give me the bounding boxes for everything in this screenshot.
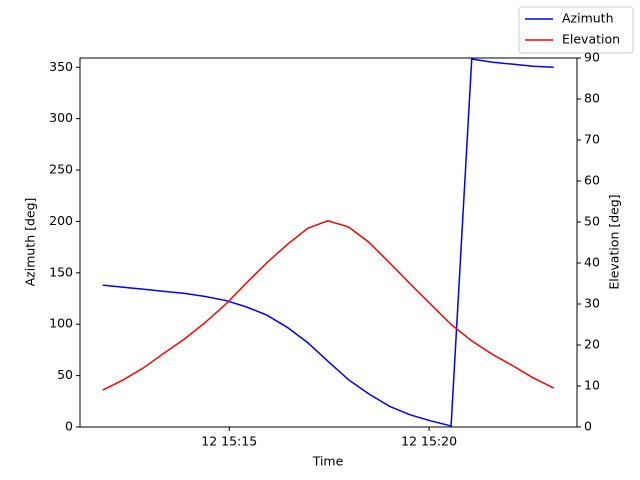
y-tick-label: 300 (49, 110, 73, 125)
y-tick-label: 350 (49, 59, 73, 74)
legend-label: Azimuth (562, 11, 614, 26)
y2-tick-label: 90 (584, 50, 600, 65)
x-tick-label: 12 15:15 (201, 434, 257, 449)
x-axis-label: Time (312, 454, 344, 469)
y-tick-label: 0 (65, 419, 73, 434)
y2-tick-label: 20 (584, 337, 600, 352)
y-tick-label: 150 (49, 264, 73, 279)
y-tick-label: 250 (49, 162, 73, 177)
data-line (102, 219, 555, 391)
y2-tick-label: 40 (584, 255, 600, 270)
y2-tick-label: 10 (584, 378, 600, 393)
y-tick-label: 50 (57, 367, 73, 382)
y-tick-label: 200 (49, 213, 73, 228)
plot-frame (79, 57, 578, 428)
y-tick-label: 100 (49, 316, 73, 331)
y2-axis-label: Elevation [deg] (607, 194, 622, 289)
x-tick-label: 12 15:20 (401, 434, 457, 449)
legend-label: Elevation (562, 32, 620, 47)
data-line (102, 58, 554, 427)
y2-tick-label: 80 (584, 91, 600, 106)
y2-tick-label: 0 (584, 419, 592, 434)
y2-tick-label: 60 (584, 173, 600, 188)
y2-tick-label: 30 (584, 296, 600, 311)
y2-tick-label: 70 (584, 132, 600, 147)
y-axis-label: Azimuth [deg] (23, 198, 38, 287)
y2-tick-label: 50 (584, 214, 600, 229)
